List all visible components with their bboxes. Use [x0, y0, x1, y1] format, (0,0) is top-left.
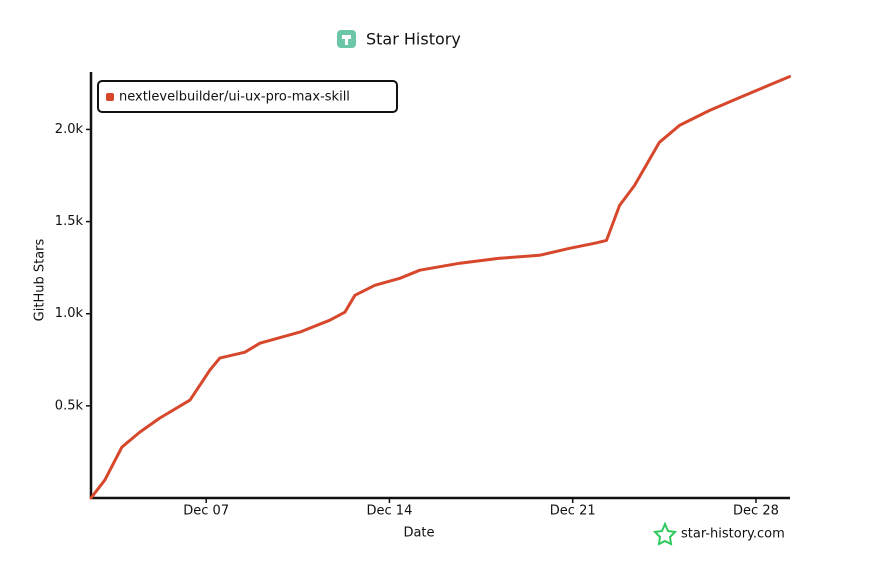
logo — [337, 30, 356, 48]
legend-swatch — [106, 93, 114, 101]
y-tick-label: 1.0k — [55, 306, 84, 321]
watermark: star-history.com — [681, 527, 785, 542]
chart-title: Star History — [366, 30, 461, 49]
y-tick-label: 0.5k — [55, 398, 84, 413]
x-tick-label: Dec 07 — [183, 504, 229, 519]
x-tick-label: Dec 28 — [733, 504, 779, 519]
x-tick-label: Dec 14 — [367, 504, 413, 519]
series-line — [89, 75, 791, 500]
x-tick-label: Dec 21 — [550, 504, 596, 519]
y-tick-label: 2.0k — [55, 122, 84, 137]
legend-box — [97, 80, 398, 113]
watermark-icon — [652, 521, 678, 546]
legend-label: nextlevelbuilder/ui-ux-pro-max-skill — [119, 90, 350, 105]
y-tick-label: 1.5k — [55, 214, 84, 229]
x-axis-label: Date — [403, 526, 434, 541]
y-axis-label: GitHub Stars — [33, 238, 48, 321]
